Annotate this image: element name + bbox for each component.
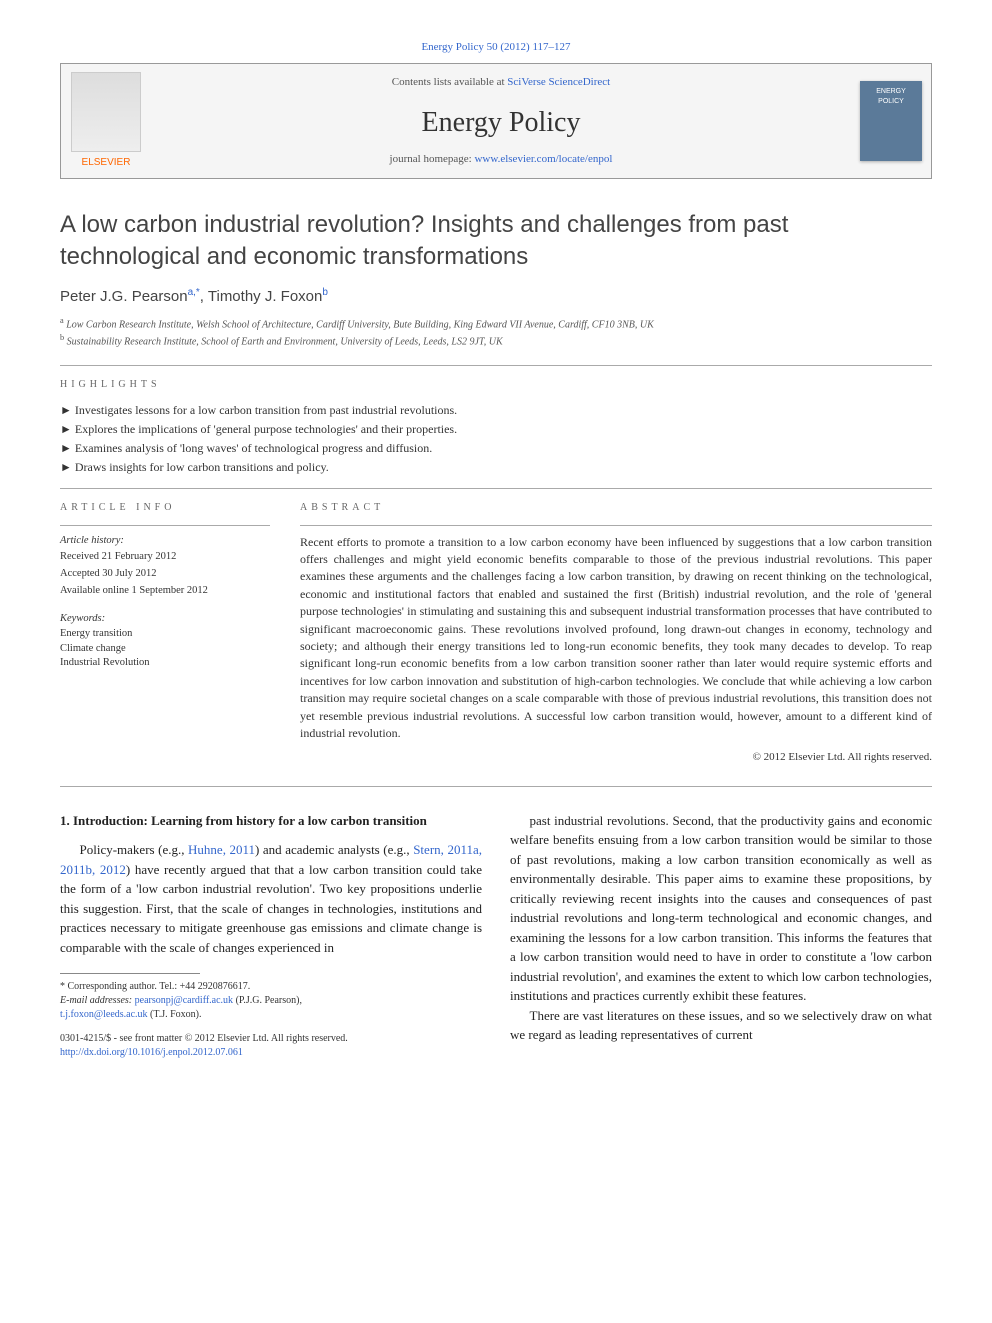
keywords-block: Keywords: Energy transition Climate chan… bbox=[60, 612, 270, 671]
masthead: ELSEVIER Contents lists available at Sci… bbox=[60, 63, 932, 179]
citation-link[interactable]: Energy Policy 50 (2012) 117–127 bbox=[421, 41, 570, 53]
citation-header: Energy Policy 50 (2012) 117–127 bbox=[60, 40, 932, 55]
affiliation-a: a Low Carbon Research Institute, Welsh S… bbox=[60, 315, 932, 332]
homepage-link[interactable]: www.elsevier.com/locate/enpol bbox=[474, 153, 612, 165]
keywords-label: Keywords: bbox=[60, 612, 270, 627]
highlight-item: Investigates lessons for a low carbon tr… bbox=[60, 402, 932, 419]
body-para-3: There are vast literatures on these issu… bbox=[510, 1006, 932, 1045]
doi-link[interactable]: http://dx.doi.org/10.1016/j.enpol.2012.0… bbox=[60, 1047, 243, 1058]
contents-line: Contents lists available at SciVerse Sci… bbox=[171, 75, 831, 90]
body-para-2: past industrial revolutions. Second, tha… bbox=[510, 811, 932, 1006]
highlight-item: Draws insights for low carbon transition… bbox=[60, 459, 932, 476]
section-heading: 1. Introduction: Learning from history f… bbox=[60, 811, 482, 831]
history-label: Article history: bbox=[60, 534, 270, 549]
article-info-label: article info bbox=[60, 501, 270, 515]
citation-link[interactable]: Huhne, 2011 bbox=[188, 842, 255, 857]
affiliation-b: b Sustainability Research Institute, Sch… bbox=[60, 332, 932, 349]
publisher-label: ELSEVIER bbox=[82, 156, 131, 170]
divider bbox=[60, 525, 270, 526]
keyword: Climate change bbox=[60, 642, 270, 657]
masthead-right: ENERGY POLICY bbox=[851, 64, 931, 178]
keyword: Industrial Revolution bbox=[60, 656, 270, 671]
masthead-left: ELSEVIER bbox=[61, 64, 151, 178]
cover-line2: POLICY bbox=[878, 97, 904, 107]
authors-line: Peter J.G. Pearsona,*, Timothy J. Foxonb bbox=[60, 286, 932, 307]
elsevier-tree-icon bbox=[71, 72, 141, 152]
email-line: E-mail addresses: pearsonpj@cardiff.ac.u… bbox=[60, 994, 482, 1008]
author-sep: , bbox=[200, 288, 208, 305]
divider bbox=[60, 786, 932, 787]
article-title: A low carbon industrial revolution? Insi… bbox=[60, 209, 932, 271]
online-date: Available online 1 September 2012 bbox=[60, 584, 270, 599]
affiliations: a Low Carbon Research Institute, Welsh S… bbox=[60, 315, 932, 350]
body-columns: 1. Introduction: Learning from history f… bbox=[60, 811, 932, 1061]
author-2[interactable]: Timothy J. Foxon bbox=[208, 288, 322, 305]
copyright-footer: 0301-4215/$ - see front matter © 2012 El… bbox=[60, 1032, 482, 1046]
abstract-copyright: © 2012 Elsevier Ltd. All rights reserved… bbox=[300, 750, 932, 765]
doi-link-line: http://dx.doi.org/10.1016/j.enpol.2012.0… bbox=[60, 1046, 482, 1060]
highlights-list: Investigates lessons for a low carbon tr… bbox=[60, 402, 932, 475]
footnotes: * Corresponding author. Tel.: +44 292087… bbox=[60, 980, 482, 1060]
page-container: Energy Policy 50 (2012) 117–127 ELSEVIER… bbox=[0, 0, 992, 1100]
accepted-date: Accepted 30 July 2012 bbox=[60, 567, 270, 582]
journal-name: Energy Policy bbox=[171, 103, 831, 142]
email-link[interactable]: pearsonpj@cardiff.ac.uk bbox=[135, 995, 233, 1006]
abstract-label: abstract bbox=[300, 501, 932, 515]
author-1[interactable]: Peter J.G. Pearson bbox=[60, 288, 188, 305]
abstract-text: Recent efforts to promote a transition t… bbox=[300, 534, 932, 743]
journal-cover-thumb[interactable]: ENERGY POLICY bbox=[860, 81, 922, 161]
cover-line1: ENERGY bbox=[876, 87, 906, 97]
article-info-col: article info Article history: Received 2… bbox=[60, 501, 270, 766]
highlights-label: HIGHLIGHTS bbox=[60, 378, 932, 392]
highlight-item: Examines analysis of 'long waves' of tec… bbox=[60, 440, 932, 457]
email-line-2: t.j.foxon@leeds.ac.uk (T.J. Foxon). bbox=[60, 1008, 482, 1022]
sciencedirect-link[interactable]: SciVerse ScienceDirect bbox=[507, 76, 610, 88]
received-date: Received 21 February 2012 bbox=[60, 550, 270, 565]
footnote-divider bbox=[60, 973, 200, 974]
body-para-1: Policy-makers (e.g., Huhne, 2011) and ac… bbox=[60, 840, 482, 957]
contents-prefix: Contents lists available at bbox=[392, 76, 507, 88]
homepage-line: journal homepage: www.elsevier.com/locat… bbox=[171, 152, 831, 167]
author-1-sup: a,* bbox=[188, 287, 200, 298]
divider bbox=[60, 365, 932, 366]
masthead-center: Contents lists available at SciVerse Sci… bbox=[151, 64, 851, 178]
info-abstract-row: article info Article history: Received 2… bbox=[60, 501, 932, 766]
corresponding-author: * Corresponding author. Tel.: +44 292087… bbox=[60, 980, 482, 994]
email-link[interactable]: t.j.foxon@leeds.ac.uk bbox=[60, 1009, 148, 1020]
homepage-prefix: journal homepage: bbox=[390, 153, 475, 165]
divider bbox=[300, 525, 932, 526]
abstract-col: abstract Recent efforts to promote a tra… bbox=[300, 501, 932, 766]
keyword: Energy transition bbox=[60, 627, 270, 642]
author-2-sup: b bbox=[322, 287, 328, 298]
article-history-block: Article history: Received 21 February 20… bbox=[60, 534, 270, 599]
highlight-item: Explores the implications of 'general pu… bbox=[60, 421, 932, 438]
divider bbox=[60, 488, 932, 489]
